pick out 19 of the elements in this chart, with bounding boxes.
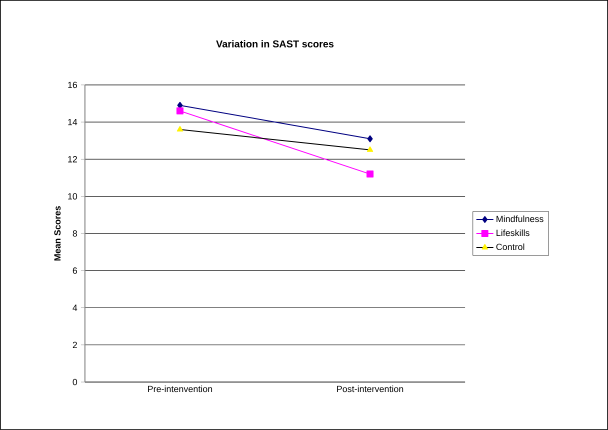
legend-label: Mindfulness: [496, 216, 544, 222]
chart-title: Variation in SAST scores: [216, 40, 334, 48]
point: [367, 135, 373, 142]
y-tick-label: 4: [72, 304, 78, 311]
y-tick-label: 10: [68, 193, 78, 200]
y-tick-label: 14: [68, 119, 78, 126]
y-tick-label: 0: [72, 378, 78, 386]
y-axis-title: Mean Scores: [54, 206, 61, 261]
y-tick-label: 8: [72, 230, 78, 237]
y-tick-label: 12: [68, 156, 77, 162]
x-tick-label: Pre-intenvention: [148, 386, 212, 392]
y-tick-label: 16: [68, 82, 78, 88]
x-tick-label: Post-intervention: [337, 386, 404, 392]
point: [176, 107, 184, 114]
point: [366, 170, 374, 178]
legend-label: Control: [496, 243, 524, 250]
y-tick-label: 6: [72, 267, 78, 274]
legend-label: Lifeskills: [496, 230, 530, 236]
y-tick-label: 2: [72, 342, 77, 348]
